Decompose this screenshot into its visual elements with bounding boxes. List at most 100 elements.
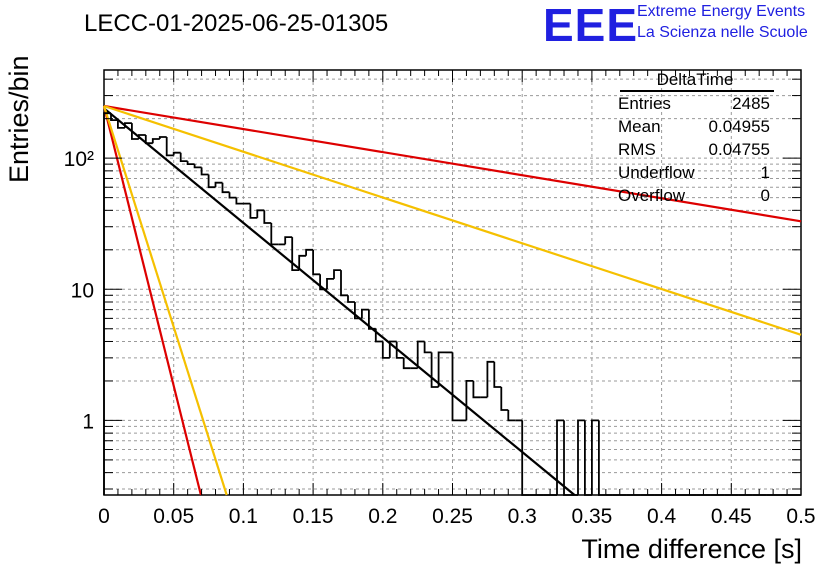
y-tick-label: 10² (64, 148, 94, 171)
histogram-bin (340, 270, 348, 297)
histogram-bin (374, 328, 383, 343)
stats-row: Underflow 1 (618, 163, 770, 183)
x-tick-label: 0.15 (293, 505, 334, 528)
histogram-bin (158, 136, 167, 139)
x-tick-label: 0.5 (786, 505, 815, 528)
x-tick-label: 0.35 (571, 505, 612, 528)
histogram-bin (361, 308, 369, 319)
stats-row: RMS 0.04755 (618, 140, 770, 160)
x-axis-title: Time difference [s] (581, 534, 802, 564)
histogram-bin (416, 340, 425, 369)
histogram-bin (326, 278, 334, 290)
stats-label: Mean (618, 117, 661, 136)
histogram-bin (500, 387, 509, 411)
histogram-bin (207, 174, 216, 189)
stats-label: RMS (618, 140, 656, 159)
stats-value: 1 (760, 163, 770, 182)
histogram-bin (124, 122, 132, 128)
histogram-bin (179, 152, 188, 162)
histogram-bin (284, 236, 293, 245)
histogram-bin (103, 112, 111, 495)
histogram-bin (465, 380, 474, 421)
histogram-bin (507, 410, 516, 422)
stats-label: Overflow (618, 186, 686, 205)
histogram-bin (117, 120, 125, 129)
histogram-bin (137, 134, 146, 139)
plot-title: LECC-01-2025-06-25-01305 (84, 10, 389, 37)
eee-logo: EEE (543, 0, 639, 51)
histogram-bin (354, 302, 362, 320)
histogram-bin (388, 340, 397, 358)
stats-title: DeltaTime (656, 70, 734, 89)
histogram-bin (165, 137, 174, 157)
stats-value: 2485 (732, 94, 770, 113)
histogram-bin (437, 351, 446, 387)
x-tick-label: 0.4 (647, 505, 677, 528)
x-tick-label: 0.1 (229, 505, 258, 528)
histogram-bin (291, 237, 300, 271)
histogram-bin (186, 161, 195, 165)
histogram-bin (563, 420, 571, 496)
histogram-bin (305, 248, 314, 256)
histogram-bin (151, 138, 160, 144)
histogram-bin (228, 192, 237, 199)
histogram-bin (402, 357, 411, 370)
stats-row: Overflow 0 (618, 186, 770, 206)
stats-divider (620, 90, 774, 92)
stats-value: 0.04955 (708, 117, 770, 136)
x-tick-label: 0.25 (432, 505, 473, 528)
histogram-bin (298, 254, 307, 271)
histogram-bin (256, 209, 265, 218)
fit-curve (102, 105, 228, 496)
histogram-bin (110, 113, 118, 121)
fit-curve (103, 107, 576, 496)
histogram-bin (368, 309, 376, 330)
histogram-bin (347, 295, 355, 303)
histogram-bin (235, 197, 244, 205)
histogram-bin (430, 352, 439, 388)
fit-curves (102, 104, 802, 496)
histogram-bin (333, 269, 341, 279)
x-tick-label: 0.45 (711, 505, 752, 528)
histogram-bin (493, 361, 502, 388)
histogram-bin (584, 420, 592, 496)
histogram-bin (486, 360, 495, 398)
histogram-bin (172, 151, 181, 156)
histogram-bars (103, 112, 801, 496)
x-tick-label: 0.3 (508, 505, 537, 528)
axes: 0 0.05 0.1 0.15 0.2 0.25 0.3 0.35 0.4 0.45 0.51101… (64, 70, 816, 528)
histogram-bin (312, 249, 321, 276)
fit-curve (103, 104, 802, 223)
stats-label: Underflow (618, 163, 695, 182)
histogram-bin (200, 167, 209, 176)
histogram-bin (472, 380, 481, 399)
histogram-bin (193, 164, 202, 169)
x-tick-label: 0.05 (153, 505, 194, 528)
stats-row: Mean 0.04955 (618, 117, 770, 137)
x-tick-label: 0 (98, 505, 110, 528)
histogram-bin (423, 341, 432, 354)
fit-curve (103, 104, 802, 336)
histogram-bin (395, 341, 404, 359)
histogram-bin (577, 419, 585, 495)
stats-box: DeltaTime Entries 2485 Mean 0.04955 RMS 0.0… (612, 70, 778, 208)
y-axis-title: Entries/bin (4, 55, 34, 183)
logo-line-2: La Scienza nelle Scuole (637, 24, 808, 41)
histogram-bin (270, 223, 279, 246)
histogram-bin (221, 182, 230, 194)
logo-line-1: Extreme Energy Events (637, 3, 806, 20)
histogram-bin (381, 341, 390, 359)
histogram-bin (214, 181, 223, 188)
y-tick-label: 10 (71, 279, 94, 302)
fit-curve (102, 105, 202, 496)
stats-row: Entries 2485 (618, 94, 770, 114)
histogram-bin (249, 203, 258, 219)
stats-label: Entries (618, 94, 671, 113)
histogram-bin (144, 135, 153, 145)
histogram-bin (598, 420, 606, 496)
y-tick-label: 1 (82, 410, 94, 433)
histogram-bin (263, 210, 272, 224)
histogram-bin (591, 419, 599, 495)
stats-value: 0.04755 (708, 140, 770, 159)
